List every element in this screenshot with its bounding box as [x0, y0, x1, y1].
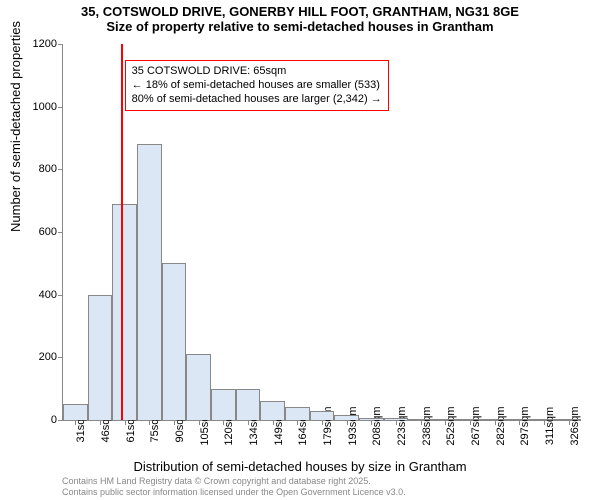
annotation-line-2: ← 18% of semi-detached houses are smalle… [132, 78, 382, 92]
annotation-line-1: 35 COTSWOLD DRIVE: 65sqm [132, 64, 382, 78]
histogram-bar [310, 411, 335, 420]
y-tick-mark [58, 107, 63, 108]
histogram-bar [88, 295, 113, 420]
histogram-bar [556, 419, 581, 420]
x-tick-label: 238sqm [421, 406, 433, 445]
chart-container: 35, COTSWOLD DRIVE, GONERBY HILL FOOT, G… [0, 0, 600, 500]
reference-line [121, 44, 123, 420]
histogram-bar [532, 419, 557, 420]
histogram-bar [260, 401, 285, 420]
y-tick-mark [58, 169, 63, 170]
x-tick-label: 311sqm [544, 407, 556, 445]
histogram-bar [384, 418, 409, 420]
histogram-bar [507, 419, 532, 420]
x-tick-label: 326sqm [569, 406, 581, 445]
histogram-bar [137, 144, 162, 420]
chart-title: 35, COTSWOLD DRIVE, GONERBY HILL FOOT, G… [0, 4, 600, 34]
x-tick-label: 252sqm [445, 406, 457, 445]
footer-line-2: Contains public sector information licen… [62, 487, 406, 498]
histogram-bar [359, 418, 384, 421]
title-line-2: Size of property relative to semi-detach… [0, 19, 600, 34]
y-tick-mark [58, 420, 63, 421]
histogram-bar [433, 419, 458, 420]
y-tick-mark [58, 295, 63, 296]
histogram-bar [112, 204, 137, 420]
x-tick-label: 297sqm [519, 406, 531, 445]
histogram-bar [211, 389, 236, 420]
histogram-bar [162, 263, 187, 420]
histogram-bar [186, 354, 211, 420]
y-tick-mark [58, 44, 63, 45]
x-tick-label: 267sqm [470, 406, 482, 445]
histogram-bar [482, 419, 507, 420]
footer-attribution: Contains HM Land Registry data © Crown c… [62, 476, 406, 498]
title-line-1: 35, COTSWOLD DRIVE, GONERBY HILL FOOT, G… [0, 4, 600, 19]
histogram-bar [236, 389, 261, 420]
plot-area: 02004006008001000120031sqm46sqm61sqm75sq… [62, 44, 581, 421]
x-axis-label: Distribution of semi-detached houses by … [0, 459, 600, 474]
x-tick-label: 193sqm [347, 406, 359, 445]
y-tick-mark [58, 357, 63, 358]
histogram-bar [334, 415, 359, 420]
y-tick-mark [58, 232, 63, 233]
annotation-box: 35 COTSWOLD DRIVE: 65sqm← 18% of semi-de… [125, 60, 389, 111]
histogram-bar [285, 407, 310, 420]
y-axis-label: Number of semi-detached properties [8, 21, 23, 232]
histogram-bar [458, 419, 483, 420]
annotation-line-3: 80% of semi-detached houses are larger (… [132, 92, 382, 106]
histogram-bar [408, 419, 433, 420]
footer-line-1: Contains HM Land Registry data © Crown c… [62, 476, 406, 487]
x-tick-label: 208sqm [371, 406, 383, 445]
x-tick-label: 223sqm [396, 406, 408, 445]
x-tick-label: 282sqm [495, 406, 507, 445]
histogram-bar [63, 404, 88, 420]
